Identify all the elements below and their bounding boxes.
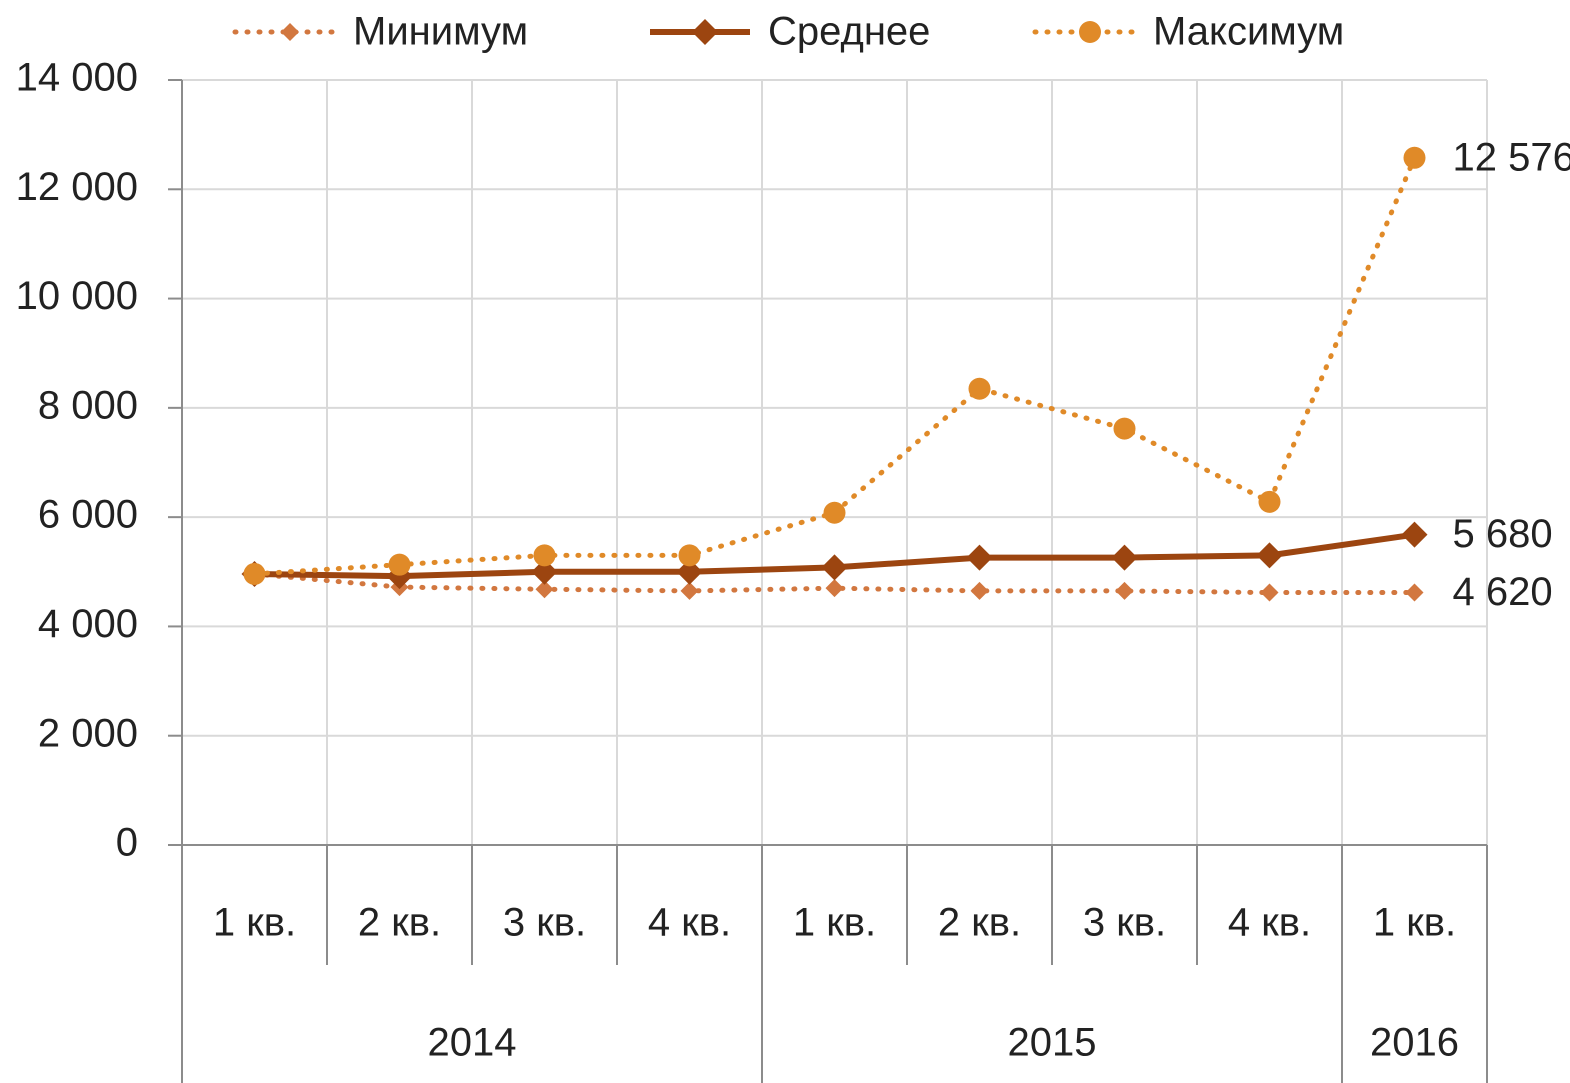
x-tick-label: 3 кв.: [503, 901, 586, 945]
data-point: [1258, 490, 1281, 513]
data-point: [1115, 581, 1134, 600]
data-point: [678, 544, 701, 567]
data-point: [966, 544, 993, 571]
x-group-label: 2015: [1008, 1021, 1097, 1065]
x-tick-label: 3 кв.: [1083, 901, 1166, 945]
data-point: [1113, 417, 1136, 440]
data-point: [1111, 544, 1138, 571]
x-tick-label: 4 кв.: [648, 901, 731, 945]
data-label: 12 576: [1453, 135, 1570, 179]
data-point: [243, 562, 266, 585]
legend-marker: [1079, 21, 1101, 43]
x-tick-label: 1 кв.: [1373, 901, 1456, 945]
x-group-label: 2016: [1370, 1021, 1459, 1065]
x-tick-label: 4 кв.: [1228, 901, 1311, 945]
data-point: [533, 544, 556, 567]
x-group-label: 2014: [428, 1021, 517, 1065]
data-point: [825, 579, 844, 598]
data-point: [821, 554, 848, 581]
x-tick-label: 2 кв.: [938, 901, 1021, 945]
x-tick-label: 1 кв.: [213, 901, 296, 945]
data-point: [1401, 521, 1428, 548]
legend-marker: [692, 19, 718, 45]
y-tick-label: 2 000: [38, 711, 138, 755]
y-tick-label: 14 000: [16, 56, 138, 100]
data-point: [970, 581, 989, 600]
series-line: [252, 571, 1417, 596]
data-point: [535, 580, 554, 599]
y-tick-label: 12 000: [16, 165, 138, 209]
data-point: [823, 501, 846, 524]
data-point: [1256, 542, 1283, 569]
data-point: [1405, 583, 1424, 602]
data-point: [680, 581, 699, 600]
data-label: 5 680: [1453, 512, 1553, 556]
y-tick-label: 6 000: [38, 493, 138, 537]
data-point: [968, 377, 991, 400]
data-point: [1260, 583, 1279, 602]
y-tick-label: 10 000: [16, 274, 138, 318]
data-point: [388, 553, 411, 576]
data-point: [531, 558, 558, 585]
data-point: [1403, 146, 1426, 169]
y-tick-label: 8 000: [38, 383, 138, 427]
legend-label: Максимум: [1153, 10, 1344, 54]
legend-marker: [281, 23, 299, 41]
legend-label: Минимум: [353, 10, 528, 54]
legend-label: Среднее: [768, 10, 930, 54]
data-point: [676, 558, 703, 585]
y-tick-label: 4 000: [38, 602, 138, 646]
data-label: 4 620: [1453, 570, 1553, 614]
x-tick-label: 2 кв.: [358, 901, 441, 945]
x-tick-label: 1 кв.: [793, 901, 876, 945]
y-tick-label: 0: [116, 821, 138, 865]
